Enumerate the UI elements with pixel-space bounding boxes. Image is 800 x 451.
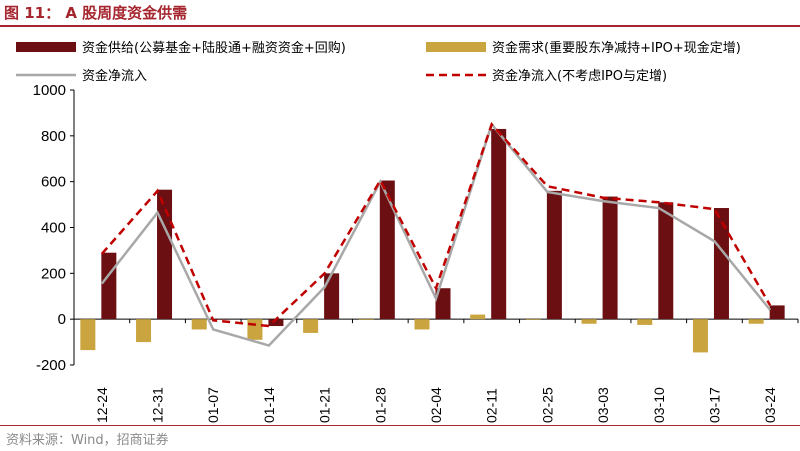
x-tick-label: 01-28 [372, 387, 388, 423]
bar [324, 273, 340, 320]
bar [136, 319, 152, 343]
title-divider [0, 25, 800, 27]
bar [191, 319, 207, 330]
x-tick-label: 03-17 [706, 387, 722, 423]
bar [379, 180, 395, 320]
y-tick-label: 400 [41, 220, 66, 237]
net-inflow-excl-ipo-line [100, 121, 772, 328]
bar [491, 128, 507, 320]
y-tick-label: 200 [41, 265, 66, 282]
bar [658, 202, 674, 320]
legend-label: 资金供给(公募基金+陆股通+融资资金+回购) [82, 40, 346, 56]
bar [80, 319, 96, 351]
y-tick-label: 600 [41, 174, 66, 191]
x-tick-label: 02-25 [539, 387, 555, 423]
bar [470, 314, 486, 320]
figure-title: 图 11： A 股周度资金供需 [4, 4, 188, 22]
bar [769, 305, 785, 320]
x-tick-label: 01-14 [261, 387, 277, 423]
legend-label: 资金净流入 [82, 68, 147, 84]
y-tick-label: 0 [58, 311, 66, 328]
y-tick-label: 1000 [33, 82, 66, 99]
source-divider [0, 425, 800, 426]
x-tick-label: 01-21 [317, 387, 333, 423]
legend-swatch [16, 42, 76, 52]
bar [157, 189, 173, 320]
bar [692, 319, 708, 353]
x-tick-label: 12-31 [150, 387, 166, 423]
x-tick-label: 01-07 [205, 387, 221, 423]
bar [546, 190, 562, 320]
bar [247, 319, 263, 340]
bar [748, 319, 764, 324]
legend-swatch [426, 42, 486, 52]
bar [435, 288, 451, 320]
y-tick-label: -200 [36, 357, 66, 374]
x-tick-label: 12-24 [94, 387, 110, 423]
bar [713, 208, 729, 320]
x-tick-label: 02-04 [428, 387, 444, 423]
source-note: 资料来源：Wind，招商证券 [6, 433, 169, 448]
bar [637, 319, 653, 325]
bar [358, 319, 374, 320]
x-tick-label: 02-11 [484, 388, 500, 423]
plot-area [80, 121, 785, 353]
bar [101, 252, 117, 320]
net-inflow-line [100, 121, 772, 347]
bar [414, 319, 430, 330]
x-tick-label: 03-24 [762, 387, 778, 423]
legend-label: 资金需求(重要股东净减持+IPO+现金定增) [492, 40, 741, 56]
x-tick-label: 03-10 [651, 387, 667, 423]
bar [581, 319, 597, 324]
bar [525, 319, 541, 320]
x-tick-label: 03-03 [595, 387, 611, 423]
bar [268, 319, 284, 327]
legend-label: 资金净流入(不考虑IPO与定增) [492, 68, 667, 84]
bar [303, 319, 319, 333]
bar [602, 196, 618, 320]
bar [212, 319, 228, 320]
y-tick-label: 800 [41, 128, 66, 145]
legend: 资金供给(公募基金+陆股通+融资资金+回购) 资金需求(重要股东净减持+IPO+现… [16, 40, 741, 84]
